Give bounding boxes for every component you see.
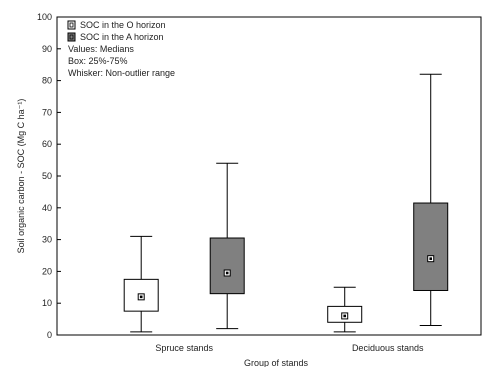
x-axis-title: Group of stands	[244, 358, 309, 367]
y-axis-title: Soil organic carbon - SOC (Mg C ha⁻¹)	[16, 99, 26, 254]
y-tick-label: 50	[42, 171, 52, 181]
y-axis: 0 10 20 30 40 50 60 70 80 90 100	[37, 12, 61, 340]
legend-swatch-o-horizon	[67, 20, 76, 30]
legend-label-a-horizon: SOC in the A horizon	[80, 32, 164, 42]
legend-note-values: Values: Medians	[68, 44, 134, 54]
y-tick-label: 0	[47, 330, 52, 340]
legend-swatch-a-horizon-marker	[69, 34, 74, 40]
box-a-horizon	[209, 237, 245, 295]
median-marker-dot-a-horizon	[225, 271, 229, 275]
x-tick-label: Spruce stands	[155, 343, 213, 353]
y-tick-label: 20	[42, 266, 52, 276]
y-tick-label: 70	[42, 107, 52, 117]
y-tick-label: 80	[42, 76, 52, 86]
y-tick-label: 60	[42, 139, 52, 149]
boxes-layer	[123, 73, 449, 333]
legend-note-box: Box: 25%-75%	[68, 56, 128, 66]
median-marker-dot-o-horizon	[343, 314, 347, 318]
legend: SOC in the O horizon SOC in the A horizo…	[67, 20, 175, 78]
legend-swatch-o-horizon-marker	[69, 22, 74, 28]
box-a-horizon	[413, 202, 449, 291]
y-tick-label: 40	[42, 203, 52, 213]
median-marker-dot-a-horizon	[429, 257, 433, 260]
x-tick-label: Deciduous stands	[352, 343, 424, 353]
y-tick-label: 10	[42, 298, 52, 308]
y-tick-label: 90	[42, 44, 52, 54]
legend-swatch-a-horizon	[67, 32, 76, 42]
median-marker-dot-o-horizon	[139, 295, 143, 299]
legend-note-whisker: Whisker: Non-outlier range	[68, 68, 175, 78]
legend-label-o-horizon: SOC in the O horizon	[80, 20, 166, 30]
y-tick-label: 100	[37, 12, 52, 22]
y-tick-label: 30	[42, 235, 52, 245]
x-axis: Spruce stands Deciduous stands	[155, 343, 424, 353]
